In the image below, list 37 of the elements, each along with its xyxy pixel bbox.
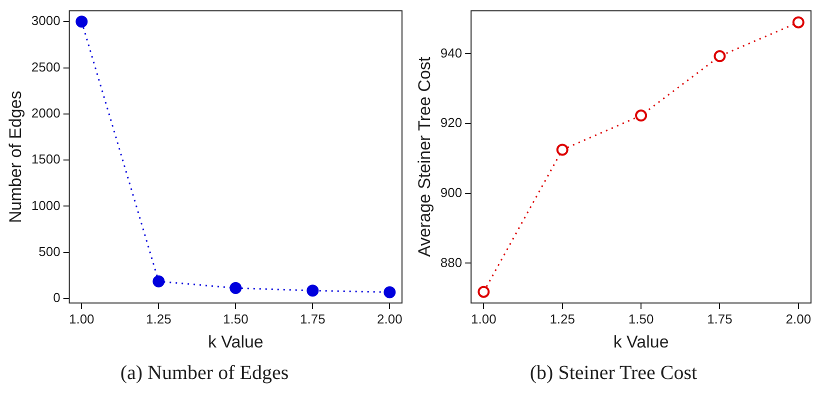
x-tick-label: 1.75 — [707, 311, 732, 326]
y-tick-label: 2500 — [31, 59, 60, 74]
point — [76, 16, 88, 28]
point — [384, 286, 396, 298]
point — [306, 284, 319, 297]
x-tick-label: 1.50 — [628, 311, 654, 326]
y-tick-label: 3000 — [31, 13, 60, 28]
text: (a) Number of Edges — [119, 362, 290, 385]
x-tick-label: 1.25 — [146, 311, 172, 326]
x-tick-label: 2.00 — [786, 311, 812, 326]
x-tick-label: 1.00 — [68, 311, 94, 326]
text: (b) Steiner Tree Cost — [528, 362, 698, 385]
point — [714, 50, 726, 62]
x-axis-title: k Value — [613, 332, 669, 352]
point — [635, 110, 648, 122]
point — [556, 144, 568, 156]
y-tick-label: 2000 — [31, 106, 60, 120]
y-tick-label: 880 — [440, 254, 462, 270]
x-tick-label: 1.75 — [300, 311, 326, 326]
x-axis-title: k Value — [208, 332, 264, 352]
x-tick-label: 1.50 — [223, 311, 248, 326]
x-tick-label: 1.00 — [471, 311, 496, 326]
y-tick-label: 500 — [38, 244, 60, 259]
y-tick-label: 940 — [440, 45, 462, 60]
y-tick-label: 900 — [440, 184, 462, 200]
point — [478, 286, 490, 298]
y-axis-title: Average Steiner Tree Cost — [414, 56, 434, 257]
y-axis-title: Number of Edges — [6, 90, 25, 224]
y-tick-label: 1500 — [31, 152, 60, 167]
point — [792, 16, 804, 28]
x-tick-label: 1.25 — [550, 311, 576, 326]
x-tick-label: 2.00 — [377, 311, 402, 326]
point — [152, 275, 165, 288]
point — [230, 282, 242, 294]
y-tick-label: 0 — [53, 290, 60, 306]
y-tick-label: 920 — [440, 115, 462, 130]
y-tick-label: 1000 — [31, 198, 60, 213]
